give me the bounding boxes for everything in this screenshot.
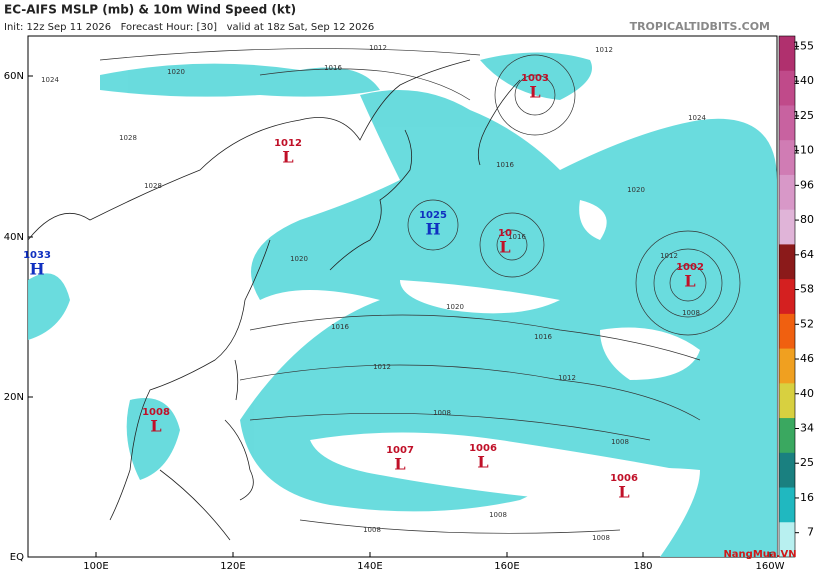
colorbar-segment: [779, 140, 795, 176]
isobar-label: 1012: [373, 363, 391, 371]
isobar-label: 1016: [324, 64, 342, 72]
center-value: 10: [498, 228, 512, 239]
isobar-label: 1008: [489, 511, 507, 519]
colorbar-tick-label: 110: [793, 144, 814, 157]
source: TROPICALTIDBITS.COM: [630, 20, 770, 33]
subtitle: Init: 12z Sep 11 2026 Forecast Hour: [30…: [4, 22, 374, 33]
isobar-label: 1012: [660, 252, 678, 260]
center-value: 1006: [610, 473, 638, 484]
isobar-label: 1016: [331, 323, 349, 331]
lat-label: 40N: [4, 232, 24, 243]
center-letter: L: [499, 238, 510, 257]
isobar-label: 1020: [167, 68, 185, 76]
colorbar-tick-label: 7: [807, 526, 814, 539]
isobar-label: 1012: [595, 46, 613, 54]
isobar-label: 1028: [119, 134, 137, 142]
center-letter: L: [150, 417, 161, 436]
lon-label: 180: [633, 561, 652, 572]
center-value: 1003: [521, 73, 549, 84]
title: EC-AIFS MSLP (mb) & 10m Wind Speed (kt): [4, 3, 296, 17]
center-value: 1025: [419, 210, 447, 221]
colorbar-tick-label: 96: [800, 178, 814, 191]
colorbar-tick-label: 140: [793, 74, 814, 87]
isobar-label: 1008: [682, 309, 700, 317]
colorbar-segment: [779, 279, 795, 315]
lon-label: 120E: [220, 561, 245, 572]
center-value: 1012: [274, 138, 302, 149]
colorbar-tick-label: 34: [800, 421, 814, 434]
colorbar-tick-label: 80: [800, 213, 814, 226]
isobar-label: 1016: [534, 333, 552, 341]
colorbar-tick-label: 25: [800, 456, 814, 469]
isobar-label: 1020: [627, 186, 645, 194]
colorbar-segment: [779, 70, 795, 106]
center-letter: H: [29, 260, 44, 279]
colorbar-segment: [779, 522, 795, 558]
colorbar-segment: [779, 105, 795, 141]
colorbar-segment: [779, 174, 795, 211]
colorbar-segment: [779, 313, 795, 350]
isobar-label: 1012: [369, 44, 387, 52]
map-area: [27, 35, 778, 558]
center-value: 1006: [469, 443, 497, 454]
lon-label: 160W: [756, 561, 785, 572]
isobar-label: 1024: [41, 76, 59, 84]
isobar-label: 1028: [144, 182, 162, 190]
colorbar-tick-label: 16: [800, 491, 814, 504]
colorbar-segment: [779, 244, 795, 280]
colorbar-segment: [779, 487, 795, 523]
colorbar-segment: [779, 348, 795, 384]
isobar-label: 1020: [290, 255, 308, 263]
isobar-label: 1020: [446, 303, 464, 311]
center-letter: L: [618, 483, 629, 502]
colorbar-tick-label: 155: [793, 39, 814, 52]
isobars: [99, 48, 741, 534]
center-value: 1007: [386, 445, 414, 456]
colorbar-segment: [779, 383, 795, 419]
lon-label: 140E: [357, 561, 382, 572]
center-letter: L: [282, 148, 293, 167]
colorbar-tick-label: 40: [800, 387, 814, 400]
lat-label: 60N: [4, 71, 24, 82]
center-letter: L: [529, 83, 540, 102]
lon-label: 100E: [83, 561, 108, 572]
colorbar-frame: [778, 35, 796, 558]
colorbar-segment: [779, 36, 795, 72]
colorbar-tick-label: 64: [800, 248, 814, 261]
isobar-label: 1016: [496, 161, 514, 169]
center-letter: H: [425, 220, 440, 239]
colorbar-tick-label: 46: [800, 352, 814, 365]
colorbar-tick-label: 125: [793, 109, 814, 122]
coastlines: [27, 59, 521, 541]
center-letter: L: [684, 272, 695, 291]
center-letter: L: [394, 455, 405, 474]
isobar-label: 1024: [688, 114, 706, 122]
isobar-label: 1016: [508, 233, 526, 241]
isobar-label: 1008: [592, 534, 610, 542]
center-value: 1033: [23, 250, 51, 261]
colorbar-tick-label: 52: [800, 317, 814, 330]
colorbar-segment: [779, 209, 795, 245]
center-value: 1002: [676, 262, 704, 273]
colorbar-tick-label: 58: [800, 283, 814, 296]
colorbar-segment: [779, 418, 795, 454]
watermark: NangMua.VN: [723, 549, 796, 560]
lat-label: EQ: [10, 552, 24, 563]
isobar-label: 1008: [611, 438, 629, 446]
center-value: 1008: [142, 407, 170, 418]
isobar-label: 1012: [558, 374, 576, 382]
colorbar-segment: [779, 452, 795, 489]
isobar-label: 1008: [363, 526, 381, 534]
center-letter: L: [477, 453, 488, 472]
lat-label: 20N: [4, 392, 24, 403]
isobar-label: 1008: [433, 409, 451, 417]
lon-label: 160E: [494, 561, 519, 572]
